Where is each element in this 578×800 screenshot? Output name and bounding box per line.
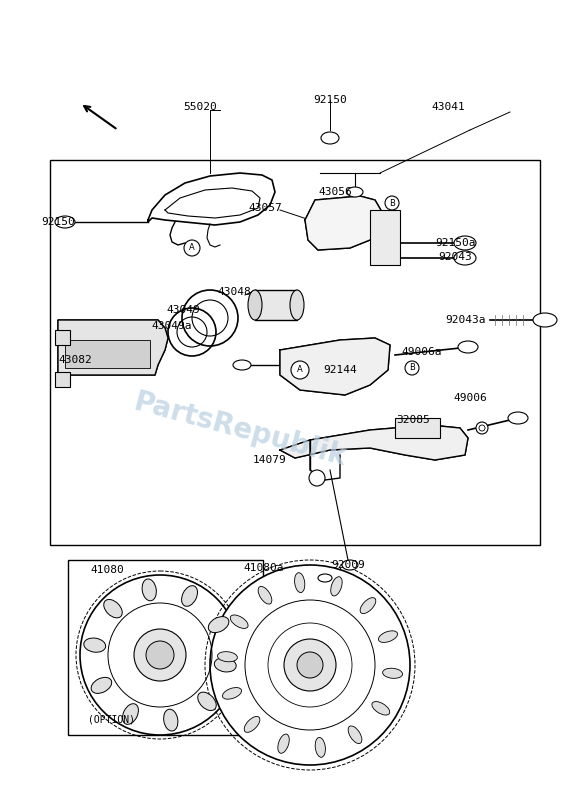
Text: 92150a: 92150a [435, 238, 475, 248]
Ellipse shape [533, 313, 557, 327]
Ellipse shape [223, 687, 242, 699]
Ellipse shape [379, 631, 398, 642]
Text: 55020: 55020 [183, 102, 217, 112]
Text: B: B [389, 198, 395, 207]
Ellipse shape [214, 658, 236, 672]
Circle shape [184, 240, 200, 256]
Ellipse shape [181, 586, 198, 606]
Ellipse shape [198, 692, 216, 710]
Ellipse shape [347, 187, 363, 197]
Ellipse shape [290, 290, 304, 320]
Circle shape [309, 470, 325, 486]
Text: 92009: 92009 [331, 560, 365, 570]
Ellipse shape [383, 668, 402, 678]
Bar [370, 210, 400, 265]
Ellipse shape [258, 586, 272, 604]
Ellipse shape [315, 738, 325, 758]
Text: 41080: 41080 [90, 565, 124, 575]
Text: 43082: 43082 [58, 355, 92, 365]
Ellipse shape [458, 341, 478, 353]
Text: PartsRepublik: PartsRepublik [131, 388, 350, 472]
Ellipse shape [321, 132, 339, 144]
Circle shape [146, 641, 174, 669]
Bar [55, 372, 70, 387]
Text: 92144: 92144 [323, 365, 357, 375]
Ellipse shape [84, 638, 106, 652]
Circle shape [134, 629, 186, 681]
Ellipse shape [248, 290, 262, 320]
Ellipse shape [508, 412, 528, 424]
Text: (OPTION): (OPTION) [88, 715, 135, 725]
Text: 49006a: 49006a [402, 347, 442, 357]
Circle shape [291, 361, 309, 379]
Ellipse shape [348, 726, 362, 743]
Polygon shape [280, 338, 390, 395]
Ellipse shape [164, 710, 178, 731]
Text: 43049: 43049 [166, 305, 200, 315]
Ellipse shape [342, 560, 358, 570]
Circle shape [476, 422, 488, 434]
Polygon shape [280, 425, 468, 460]
Circle shape [297, 652, 323, 678]
Ellipse shape [217, 652, 238, 662]
Text: 41080a: 41080a [244, 563, 284, 573]
Circle shape [80, 575, 240, 735]
Bar [68, 560, 263, 735]
Ellipse shape [278, 734, 289, 754]
Ellipse shape [91, 678, 112, 694]
Text: 43056: 43056 [318, 187, 352, 197]
Ellipse shape [142, 579, 157, 601]
Text: A: A [297, 366, 303, 374]
Polygon shape [305, 196, 382, 250]
Text: 92150: 92150 [313, 95, 347, 105]
Text: B: B [409, 363, 415, 373]
Text: 43041: 43041 [431, 102, 465, 112]
Text: 32085: 32085 [396, 415, 430, 425]
Ellipse shape [233, 360, 251, 370]
Ellipse shape [360, 598, 376, 614]
Ellipse shape [318, 574, 332, 582]
Ellipse shape [208, 617, 229, 633]
Ellipse shape [454, 251, 476, 265]
Text: 49006: 49006 [453, 393, 487, 403]
Ellipse shape [454, 236, 476, 250]
Text: 92043: 92043 [438, 252, 472, 262]
Ellipse shape [372, 702, 390, 715]
Text: 43057: 43057 [248, 203, 282, 213]
Text: 92150: 92150 [41, 217, 75, 227]
Circle shape [405, 361, 419, 375]
Circle shape [385, 196, 399, 210]
Text: 43048: 43048 [217, 287, 251, 297]
Bar [255, 290, 297, 320]
Ellipse shape [244, 717, 260, 732]
Ellipse shape [55, 216, 75, 228]
Circle shape [284, 639, 336, 691]
Ellipse shape [123, 704, 138, 724]
Bar [55, 330, 70, 345]
Text: A: A [189, 243, 195, 253]
Text: 43049a: 43049a [152, 321, 192, 331]
Bar [50, 160, 540, 545]
Text: 92043a: 92043a [446, 315, 486, 325]
Ellipse shape [331, 577, 342, 596]
Polygon shape [58, 320, 168, 375]
Ellipse shape [230, 615, 248, 629]
Bar [395, 418, 440, 438]
Ellipse shape [104, 599, 123, 618]
Ellipse shape [295, 573, 305, 593]
Text: 14079: 14079 [253, 455, 287, 465]
Bar [65, 340, 150, 368]
Circle shape [210, 565, 410, 765]
